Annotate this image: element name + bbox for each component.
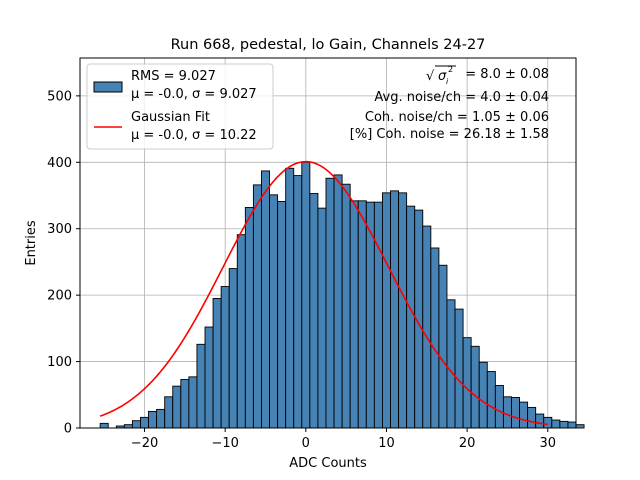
histogram-bar bbox=[430, 247, 440, 429]
y-tick-label: 200 bbox=[47, 289, 72, 304]
histogram-bar bbox=[381, 192, 391, 429]
histogram-bar bbox=[236, 234, 246, 429]
histogram-bar bbox=[543, 416, 553, 429]
histogram-bar bbox=[486, 371, 496, 429]
histogram-bar bbox=[212, 298, 222, 429]
x-tick-label: −20 bbox=[131, 436, 158, 451]
histogram-bar bbox=[494, 385, 504, 429]
sigma-superscript: 2 bbox=[448, 65, 453, 74]
x-tick-label: 20 bbox=[459, 436, 476, 451]
histogram-bar bbox=[293, 175, 303, 429]
histogram-bar bbox=[470, 345, 480, 429]
legend-label-fit: Gaussian Fit bbox=[131, 110, 210, 125]
histogram-bar bbox=[140, 416, 150, 429]
histogram-bar bbox=[478, 361, 488, 429]
histogram-bar bbox=[325, 177, 335, 429]
chart-title: Run 668, pedestal, lo Gain, Channels 24-… bbox=[171, 37, 486, 53]
legend-box bbox=[86, 63, 274, 150]
plot-frame bbox=[79, 57, 577, 429]
x-axis-label: ADC Counts bbox=[289, 456, 367, 471]
histogram-bar bbox=[285, 167, 295, 429]
histogram-bar bbox=[438, 264, 448, 429]
sigma-subscript: i bbox=[446, 77, 449, 86]
histogram-bar bbox=[551, 419, 561, 429]
histogram-bar bbox=[398, 192, 408, 429]
histogram-bar bbox=[422, 225, 432, 429]
histogram-bar bbox=[277, 201, 287, 429]
histogram-bar bbox=[261, 170, 270, 429]
legend-label-fit-stats: μ = -0.0, σ = 10.22 bbox=[131, 128, 257, 143]
legend-label-rms-stats: μ = -0.0, σ = 9.027 bbox=[131, 87, 257, 102]
histogram-bar bbox=[148, 410, 158, 429]
histogram-bar bbox=[446, 299, 456, 429]
legend-label-rms: RMS = 9.027 bbox=[131, 69, 216, 84]
histogram-bar bbox=[180, 379, 190, 429]
histogram-bar bbox=[228, 268, 238, 429]
legend: RMS = 9.027 μ = -0.0, σ = 9.027 Gaussian… bbox=[86, 63, 274, 150]
histogram-bar bbox=[188, 376, 198, 429]
histogram-bar bbox=[559, 420, 569, 429]
x-tick-label: 30 bbox=[539, 436, 556, 451]
avg-noise-annotation: Avg. noise/ch = 4.0 ± 0.04 bbox=[374, 90, 549, 105]
histogram-bar bbox=[196, 343, 206, 429]
y-axis-ticks: 0 100 200 300 400 500 bbox=[47, 89, 80, 437]
histogram-bar bbox=[462, 337, 472, 429]
x-tick-label: −10 bbox=[211, 436, 238, 451]
histogram-bar bbox=[317, 207, 327, 429]
histogram-bar bbox=[390, 190, 400, 429]
histogram-bar bbox=[575, 424, 585, 429]
histogram-bar bbox=[502, 396, 512, 429]
histogram-bar bbox=[535, 413, 545, 429]
y-axis-label: Entries bbox=[24, 220, 39, 266]
histogram-bar bbox=[99, 422, 109, 429]
legend-swatch-histogram bbox=[93, 81, 123, 93]
x-tick-label: 0 bbox=[302, 436, 310, 451]
histogram-bar bbox=[519, 401, 529, 429]
histogram-bar bbox=[567, 421, 577, 429]
y-tick-label: 400 bbox=[47, 156, 72, 171]
histogram-bar bbox=[373, 201, 383, 429]
histogram-bar bbox=[204, 326, 214, 429]
sigma-i-squared: σ bbox=[438, 69, 447, 84]
sigma-sum-annotation: √ σ i 2 = 8.0 ± 0.08 bbox=[426, 65, 549, 86]
x-axis-ticks: −20 −10 0 10 20 30 bbox=[131, 428, 556, 451]
histogram-bar bbox=[131, 420, 141, 429]
histogram-bar bbox=[156, 408, 166, 429]
y-tick-label: 300 bbox=[47, 222, 72, 237]
histogram-bar bbox=[357, 200, 367, 429]
x-tick-label: 10 bbox=[378, 436, 395, 451]
coh-noise-annotation: Coh. noise/ch = 1.05 ± 0.06 bbox=[365, 110, 549, 125]
histogram-bar bbox=[252, 184, 262, 429]
histogram-bar bbox=[220, 286, 230, 429]
histogram-bar bbox=[164, 396, 174, 429]
y-tick-label: 100 bbox=[47, 355, 72, 370]
histogram-bar bbox=[349, 200, 359, 429]
histogram-bar bbox=[406, 205, 416, 429]
sqrt-sigma-symbol: √ bbox=[426, 69, 435, 84]
y-tick-label: 500 bbox=[47, 89, 72, 104]
histogram-bar bbox=[269, 194, 279, 429]
histogram-bar bbox=[511, 396, 520, 429]
sigma-sum-value: = 8.0 ± 0.08 bbox=[465, 67, 549, 82]
histogram-bar bbox=[454, 308, 464, 429]
histogram-bar bbox=[244, 207, 254, 429]
histogram-bar bbox=[341, 183, 351, 429]
histogram-bar bbox=[309, 193, 319, 429]
histogram-bar bbox=[172, 385, 182, 429]
pct-coh-noise-annotation: [%] Coh. noise = 26.18 ± 1.58 bbox=[350, 127, 549, 142]
annotations: √ σ i 2 = 8.0 ± 0.08 Avg. noise/ch = 4.0… bbox=[350, 65, 549, 142]
histogram-bar bbox=[333, 174, 343, 429]
histogram-bar bbox=[301, 161, 311, 429]
gaussian-fit-line bbox=[99, 160, 548, 426]
histogram-bar bbox=[527, 406, 537, 429]
y-tick-label: 0 bbox=[64, 422, 72, 437]
